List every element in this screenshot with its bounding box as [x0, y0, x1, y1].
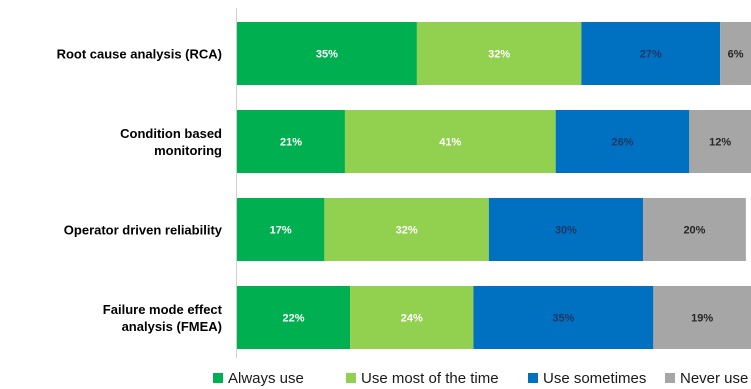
bar-segment-always-use	[237, 22, 417, 85]
bar-segment-never-use	[689, 110, 751, 173]
data-label: 35%	[316, 49, 338, 61]
data-label: 6%	[728, 49, 744, 61]
bar-segment-use-most-of-the-time	[416, 22, 582, 85]
bar-segment-always-use	[237, 110, 345, 173]
data-label: 41%	[439, 137, 461, 149]
data-label: 17%	[270, 225, 292, 237]
legend-swatch-use-most-of-the-time	[346, 373, 356, 383]
category-label: Root cause analysis (RCA)	[57, 47, 222, 62]
bar-segment-never-use	[643, 198, 746, 261]
bars-layer: 35% 32% 27% 6% 21% 41% 26% 12% 17% 32% 30% 20% 22% 24…	[236, 8, 751, 358]
legend-label-use-most-of-the-time: Use most of the time	[361, 370, 499, 387]
bar-segment-never-use	[653, 286, 751, 349]
legend: Always use Use most of the time Use someti…	[213, 370, 748, 387]
bar-segment-use-most-of-the-time	[344, 110, 556, 173]
bar-segment-use-sometimes	[555, 110, 690, 173]
bar-segment-never-use	[720, 22, 751, 85]
bar-segment-use-most-of-the-time	[324, 198, 489, 261]
legend-label-never-use: Never use	[680, 370, 748, 387]
data-label: 20%	[683, 225, 705, 237]
legend-label-use-sometimes: Use sometimes	[543, 370, 646, 387]
data-label: 26%	[611, 137, 633, 149]
legend-label-always-use: Always use	[228, 370, 304, 387]
category-label: Condition based monitoring	[120, 126, 222, 158]
category-label: Operator driven reliability	[64, 223, 223, 238]
data-label: 27%	[640, 49, 662, 61]
bar-segment-always-use	[237, 198, 325, 261]
data-label: 32%	[396, 225, 418, 237]
legend-swatch-always-use	[213, 373, 223, 383]
data-label: 19%	[691, 313, 713, 325]
data-label: 21%	[280, 137, 302, 149]
data-label: 32%	[488, 49, 510, 61]
data-label: 30%	[555, 225, 577, 237]
bar-segment-always-use	[237, 286, 351, 349]
category-labels: Root cause analysis (RCA) Condition based…	[57, 47, 223, 335]
bar-segment-use-sometimes	[581, 22, 721, 85]
legend-swatch-never-use	[665, 373, 675, 383]
category-label: Failure mode effect analysis (FMEA)	[103, 302, 223, 334]
data-label: 35%	[552, 313, 574, 325]
bar-segment-use-most-of-the-time	[350, 286, 474, 349]
data-label: 22%	[283, 313, 305, 325]
data-label: 12%	[709, 137, 731, 149]
legend-swatch-use-sometimes	[528, 373, 538, 383]
data-label: 24%	[401, 313, 423, 325]
bar-segment-use-sometimes	[473, 286, 654, 349]
bar-segment-use-sometimes	[488, 198, 644, 261]
